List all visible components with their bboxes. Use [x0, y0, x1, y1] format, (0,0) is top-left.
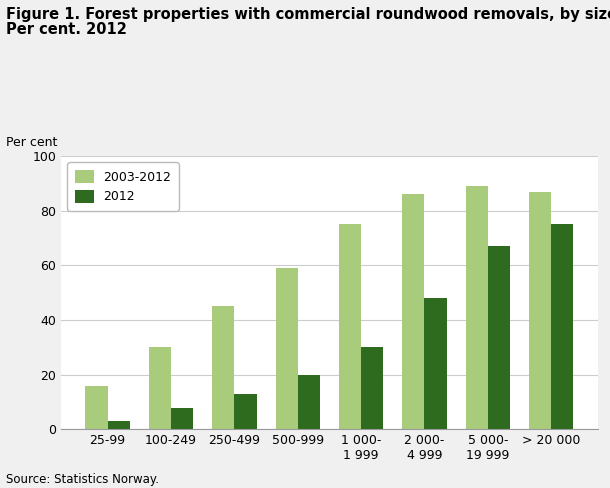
Text: Figure 1. Forest properties with commercial roundwood removals, by size class.: Figure 1. Forest properties with commerc… — [6, 7, 610, 22]
Bar — [298, 375, 320, 429]
Legend: 2003-2012, 2012: 2003-2012, 2012 — [67, 163, 179, 211]
Bar — [425, 298, 447, 429]
Bar — [488, 246, 510, 429]
Bar — [361, 347, 383, 429]
Bar — [85, 386, 107, 429]
Bar — [551, 224, 573, 429]
Bar — [276, 268, 298, 429]
Bar — [339, 224, 361, 429]
Bar — [212, 306, 234, 429]
Text: Per cent: Per cent — [6, 136, 57, 149]
Bar — [171, 407, 193, 429]
Bar — [529, 192, 551, 429]
Bar — [149, 347, 171, 429]
Bar — [402, 194, 425, 429]
Text: Source: Statistics Norway.: Source: Statistics Norway. — [6, 472, 159, 486]
Bar — [107, 421, 130, 429]
Bar — [465, 186, 488, 429]
Bar — [234, 394, 257, 429]
Text: Per cent. 2012: Per cent. 2012 — [6, 22, 127, 37]
